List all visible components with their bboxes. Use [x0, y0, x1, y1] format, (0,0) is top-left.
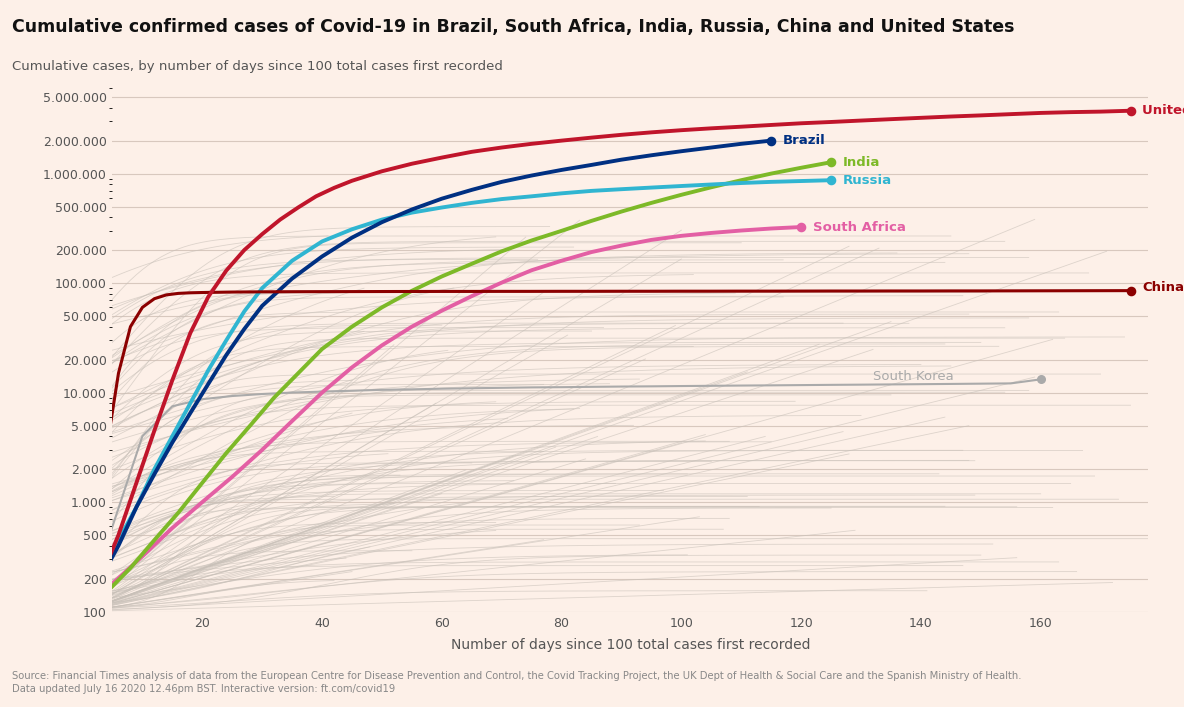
Text: Brazil: Brazil — [783, 134, 826, 147]
Point — [792, 221, 811, 233]
Point — [1031, 374, 1050, 385]
Text: Cumulative cases, by number of days since 100 total cases first recorded: Cumulative cases, by number of days sinc… — [12, 60, 503, 73]
Text: South Korea: South Korea — [873, 370, 954, 383]
Text: India: India — [843, 156, 881, 169]
Text: China: China — [1143, 281, 1184, 293]
Text: Cumulative confirmed cases of Covid-19 in Brazil, South Africa, India, Russia, C: Cumulative confirmed cases of Covid-19 i… — [12, 18, 1015, 35]
Text: South Africa: South Africa — [813, 221, 906, 233]
Point — [822, 156, 841, 168]
Point — [761, 135, 780, 146]
Point — [1121, 105, 1140, 117]
Text: Russia: Russia — [843, 174, 893, 187]
Text: United States: United States — [1143, 104, 1184, 117]
Point — [1121, 285, 1140, 296]
Text: Source: Financial Times analysis of data from the European Centre for Disease Pr: Source: Financial Times analysis of data… — [12, 671, 1022, 694]
X-axis label: Number of days since 100 total cases first recorded: Number of days since 100 total cases fir… — [451, 638, 810, 653]
Point — [822, 175, 841, 186]
